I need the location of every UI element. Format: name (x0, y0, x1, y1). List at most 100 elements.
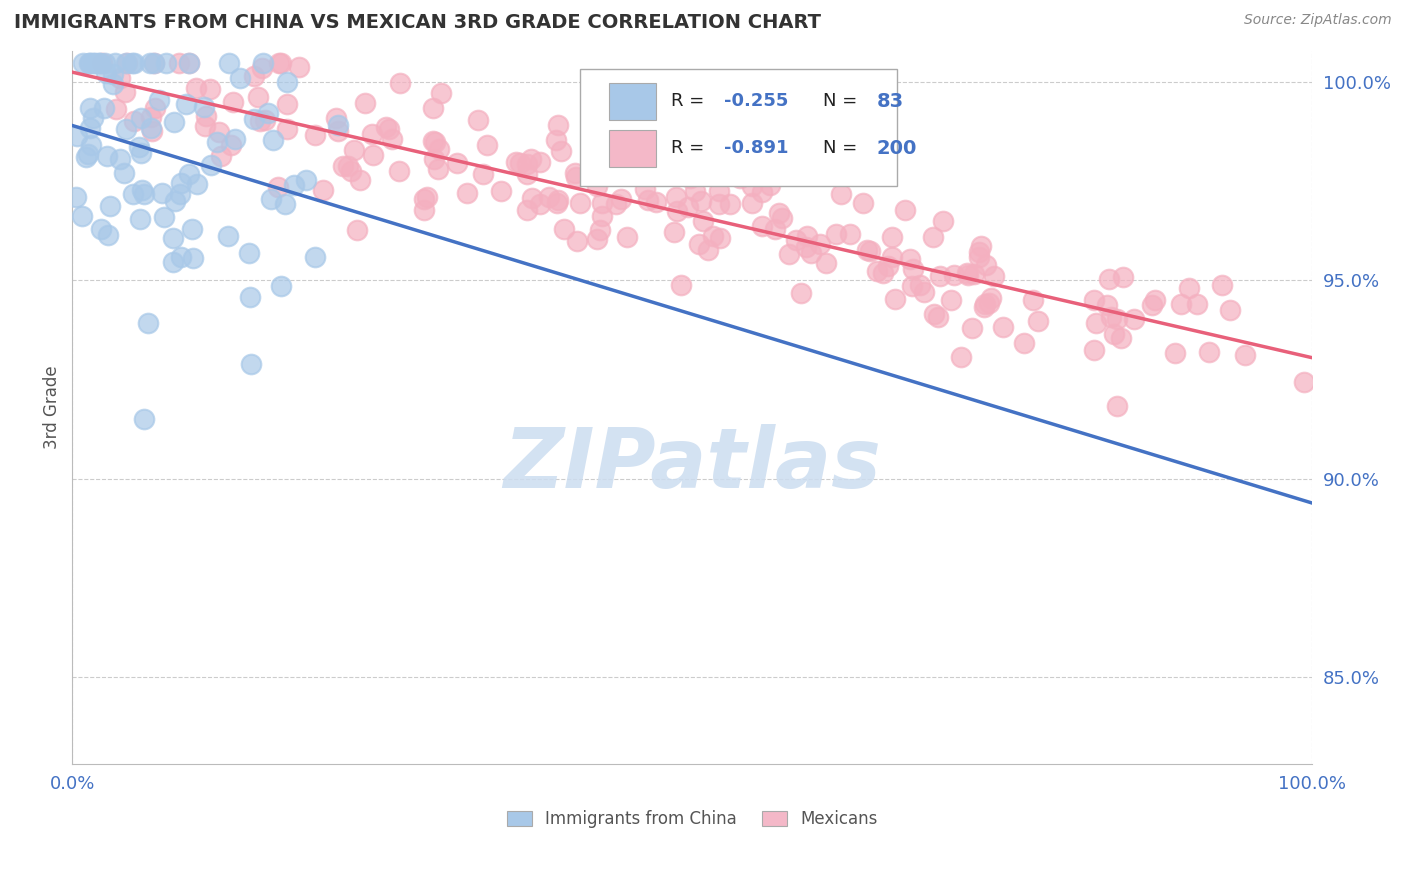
Point (591, 196, 613, 211)
Point (1012, 336, 1035, 351)
Point (1026, 313, 1049, 327)
Point (471, 167, 494, 181)
Point (75, 150, 97, 164)
Point (790, 285, 813, 300)
Point (1083, 343, 1105, 357)
Point (141, 123, 163, 137)
Point (1112, 269, 1135, 284)
Point (124, 55, 146, 70)
Point (170, 250, 193, 264)
Point (967, 245, 990, 260)
Point (427, 142, 450, 156)
Point (332, 159, 354, 173)
Point (361, 128, 384, 142)
Point (963, 268, 986, 282)
Point (389, 76, 412, 90)
Point (416, 190, 439, 204)
Point (728, 170, 751, 185)
Point (208, 124, 231, 138)
Point (800, 246, 823, 260)
Point (537, 190, 560, 204)
Point (685, 184, 707, 198)
Point (177, 55, 200, 70)
Text: Source: ZipAtlas.com: Source: ZipAtlas.com (1244, 13, 1392, 28)
Point (423, 135, 446, 149)
Point (380, 132, 402, 146)
Point (193, 100, 215, 114)
Legend: Immigrants from China, Mexicans: Immigrants from China, Mexicans (501, 804, 884, 835)
Point (177, 55, 200, 70)
Point (763, 222, 786, 236)
Point (148, 93, 170, 107)
Point (96, 66, 118, 80)
Point (346, 222, 368, 236)
Point (970, 239, 993, 253)
Point (89, 55, 111, 70)
Point (665, 189, 688, 203)
Point (1083, 293, 1105, 308)
Point (751, 185, 773, 199)
Point (522, 191, 544, 205)
Point (922, 307, 945, 321)
Y-axis label: 3rd Grade: 3rd Grade (44, 366, 60, 449)
Point (516, 167, 538, 181)
Point (256, 105, 278, 120)
Point (108, 152, 131, 166)
Point (194, 119, 217, 133)
Point (170, 176, 193, 190)
Point (249, 114, 271, 128)
Point (770, 211, 793, 225)
Text: 200: 200 (877, 139, 917, 158)
Point (852, 195, 875, 210)
Point (217, 228, 239, 243)
Point (991, 320, 1014, 334)
Point (446, 156, 468, 170)
Point (927, 310, 949, 325)
Point (741, 196, 763, 211)
Point (423, 152, 446, 166)
FancyBboxPatch shape (581, 69, 897, 186)
Point (1185, 297, 1208, 311)
Point (671, 277, 693, 292)
Point (304, 250, 326, 264)
Point (374, 120, 396, 134)
Point (876, 259, 898, 273)
Point (238, 245, 260, 260)
Point (169, 55, 191, 70)
Point (162, 231, 184, 245)
Point (153, 211, 176, 225)
Point (983, 269, 1005, 284)
Point (304, 128, 326, 143)
Point (456, 186, 478, 200)
Point (830, 186, 852, 201)
Point (901, 278, 924, 293)
Point (928, 268, 950, 283)
Point (505, 154, 527, 169)
Point (90, 222, 112, 236)
Point (856, 244, 879, 258)
Point (609, 192, 631, 206)
Point (808, 237, 831, 252)
Point (883, 292, 905, 306)
Point (378, 122, 401, 136)
Point (550, 145, 572, 159)
Point (162, 254, 184, 268)
Point (696, 244, 718, 258)
Point (922, 230, 945, 244)
Point (956, 268, 979, 282)
Point (260, 192, 283, 206)
Point (66, 128, 89, 143)
Text: ZIPatlas: ZIPatlas (503, 424, 882, 505)
Point (1095, 297, 1118, 311)
Point (605, 197, 627, 211)
Point (150, 186, 173, 200)
Point (141, 110, 163, 124)
Point (637, 193, 659, 207)
Point (678, 200, 700, 214)
Point (624, 159, 647, 173)
Point (645, 194, 668, 209)
Point (569, 196, 592, 211)
Bar (609, 130, 657, 167)
Point (679, 171, 702, 186)
Point (1105, 399, 1128, 413)
